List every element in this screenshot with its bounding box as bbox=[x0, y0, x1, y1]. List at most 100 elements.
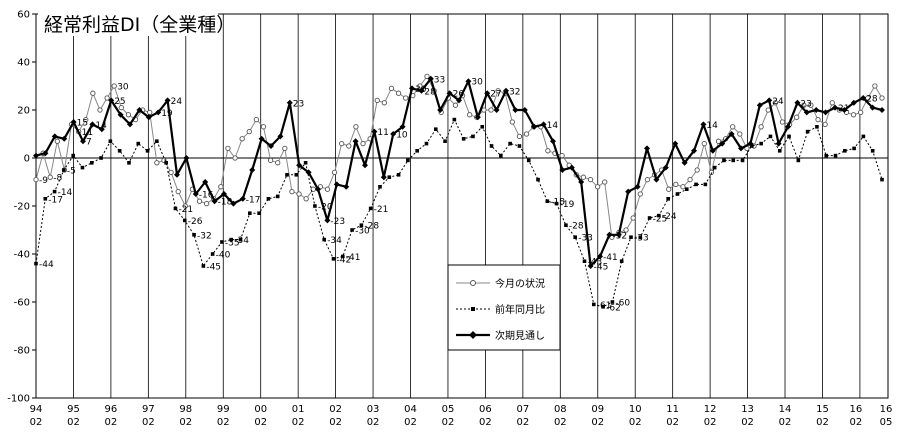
point-outlook bbox=[117, 111, 124, 118]
data-label: 11 bbox=[377, 128, 388, 138]
chart-title: 経常利益DI（全業種） bbox=[44, 14, 235, 36]
point-current bbox=[822, 121, 828, 128]
data-label: 23 bbox=[293, 99, 304, 109]
point-current bbox=[168, 169, 174, 176]
point-yoy bbox=[508, 141, 512, 146]
point-outlook bbox=[738, 145, 744, 152]
point-current bbox=[360, 140, 366, 147]
point-yoy bbox=[870, 149, 875, 153]
point-current bbox=[346, 143, 352, 149]
point-outlook bbox=[221, 191, 227, 197]
point-current bbox=[495, 88, 501, 94]
data-label: 14 bbox=[547, 121, 559, 131]
x-tick-year: 12 bbox=[704, 404, 717, 415]
point-yoy bbox=[824, 153, 829, 158]
point-yoy bbox=[248, 211, 252, 215]
data-label: -33 bbox=[578, 234, 593, 244]
legend-marker-outlook bbox=[469, 331, 477, 339]
data-label: -42 bbox=[336, 255, 351, 265]
point-outlook bbox=[343, 183, 350, 190]
plot-area bbox=[35, 13, 889, 399]
data-label: -18 bbox=[218, 198, 233, 208]
point-outlook bbox=[409, 85, 415, 92]
point-current bbox=[730, 124, 736, 130]
point-yoy bbox=[461, 137, 466, 141]
point-current bbox=[488, 107, 494, 113]
point-outlook bbox=[249, 167, 256, 173]
data-label: 24 bbox=[171, 97, 183, 107]
data-label: -60 bbox=[615, 299, 630, 309]
point-outlook bbox=[503, 87, 509, 94]
point-yoy bbox=[43, 197, 48, 201]
point-yoy bbox=[675, 192, 680, 196]
point-yoy bbox=[285, 173, 289, 177]
point-current bbox=[680, 184, 686, 190]
point-yoy bbox=[768, 134, 773, 139]
point-yoy bbox=[796, 158, 801, 163]
point-current bbox=[374, 97, 380, 104]
point-outlook bbox=[681, 159, 688, 166]
point-yoy bbox=[266, 197, 271, 201]
point-current bbox=[47, 174, 53, 180]
x-tick-year: 11 bbox=[666, 404, 679, 415]
data-label: -45 bbox=[594, 263, 609, 273]
point-outlook bbox=[380, 174, 387, 181]
data-label: -20 bbox=[318, 203, 333, 213]
point-outlook bbox=[587, 263, 594, 269]
data-label: -33 bbox=[634, 234, 649, 244]
point-current bbox=[388, 85, 395, 92]
point-outlook bbox=[841, 107, 848, 113]
point-current bbox=[147, 109, 153, 116]
point-current bbox=[637, 191, 643, 197]
point-current bbox=[225, 145, 231, 152]
point-outlook bbox=[371, 128, 378, 135]
data-label: -17 bbox=[48, 195, 63, 205]
y-tick-label: -60 bbox=[14, 298, 30, 309]
point-outlook bbox=[183, 155, 190, 161]
point-yoy bbox=[722, 158, 726, 163]
point-current bbox=[779, 119, 786, 125]
legend: 今月の状況 前年同月比 次期見通し bbox=[447, 264, 561, 351]
point-outlook bbox=[653, 176, 660, 183]
point-outlook bbox=[531, 123, 538, 130]
point-current bbox=[715, 138, 722, 144]
data-label: -45 bbox=[206, 263, 221, 273]
point-current bbox=[879, 95, 885, 101]
point-current bbox=[516, 133, 523, 140]
point-current bbox=[509, 119, 515, 125]
x-tick-year: 15 bbox=[816, 404, 829, 415]
point-outlook bbox=[474, 114, 481, 121]
point-outlook bbox=[155, 109, 162, 116]
point-yoy bbox=[331, 257, 336, 261]
point-outlook bbox=[644, 145, 650, 152]
data-label: 28 bbox=[424, 87, 436, 97]
point-outlook bbox=[174, 171, 180, 178]
point-current bbox=[196, 198, 203, 204]
point-outlook bbox=[277, 133, 284, 140]
point-yoy bbox=[712, 165, 717, 170]
point-outlook bbox=[766, 97, 773, 104]
point-outlook bbox=[286, 99, 293, 106]
point-current bbox=[765, 107, 771, 113]
point-current bbox=[303, 196, 309, 202]
point-outlook bbox=[832, 104, 838, 111]
point-current bbox=[104, 95, 110, 101]
point-yoy bbox=[89, 161, 94, 165]
data-label: 27 bbox=[490, 90, 501, 100]
point-current bbox=[673, 181, 679, 188]
point-yoy bbox=[499, 153, 503, 158]
point-yoy bbox=[164, 161, 168, 165]
point-current bbox=[339, 140, 345, 147]
point-yoy bbox=[340, 254, 345, 259]
point-yoy bbox=[647, 216, 652, 220]
x-tick-year: 08 bbox=[554, 404, 567, 415]
x-tick-year: 98 bbox=[179, 404, 192, 415]
point-outlook bbox=[493, 107, 500, 113]
x-tick-year: 09 bbox=[591, 404, 604, 415]
point-yoy bbox=[303, 161, 308, 165]
data-label: -41 bbox=[603, 253, 618, 263]
point-current bbox=[467, 112, 473, 118]
data-label: 30 bbox=[471, 78, 483, 88]
point-current bbox=[872, 83, 878, 89]
point-outlook bbox=[192, 191, 199, 197]
